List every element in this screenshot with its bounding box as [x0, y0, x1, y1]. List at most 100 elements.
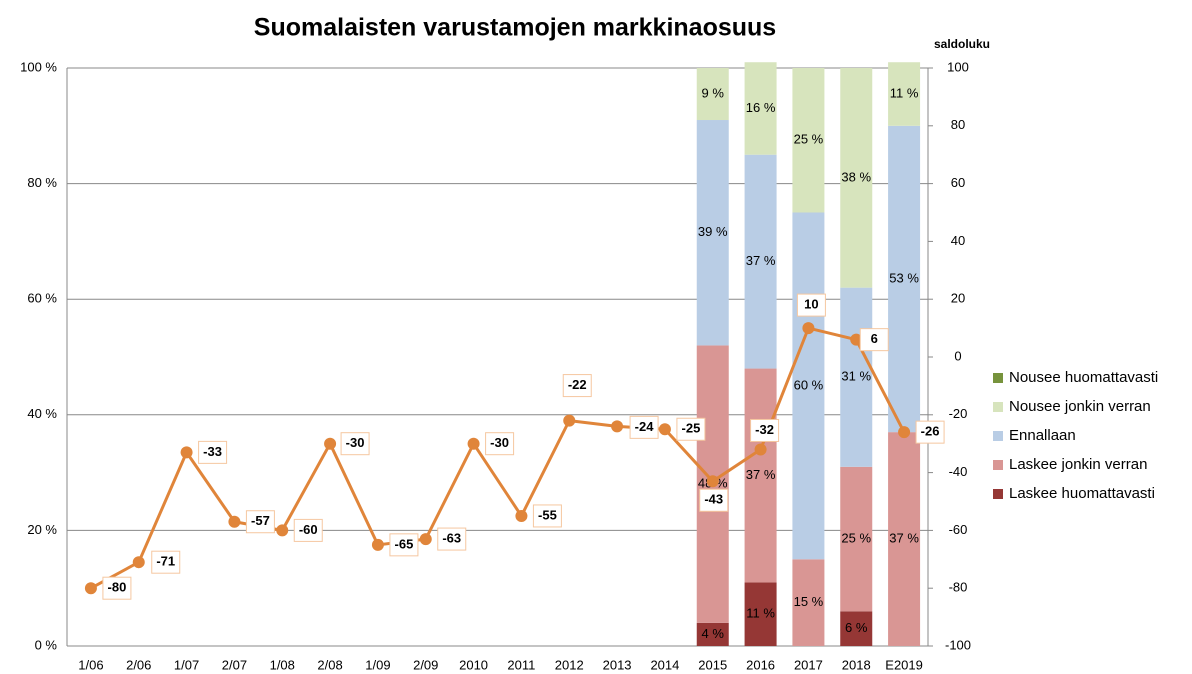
line-value-label: -22 — [568, 377, 587, 392]
bar-value-label: 15 % — [794, 594, 824, 609]
x-tick-label: 1/09 — [365, 657, 390, 672]
y2-tick-label: -40 — [949, 464, 968, 479]
y2-tick-label: 100 — [947, 59, 969, 74]
bar-segment — [888, 125, 921, 433]
y-tick-label: 100 % — [20, 59, 57, 74]
x-tick-label: 2017 — [794, 657, 823, 672]
bar-segment — [840, 611, 873, 646]
line-value-label: -43 — [704, 492, 723, 507]
legend-label: Laskee jonkin verran — [1009, 456, 1147, 473]
bar-value-label: 37 % — [889, 531, 919, 546]
data-label-box — [340, 432, 370, 456]
bar-value-label: 9 % — [702, 85, 725, 100]
line-marker — [84, 582, 97, 595]
y-tick-label: 0 % — [35, 637, 58, 652]
line-marker — [228, 515, 241, 528]
data-label-box — [389, 533, 419, 557]
line-marker — [515, 509, 528, 522]
line-value-label: -71 — [156, 554, 175, 569]
bar-value-label: 4 % — [702, 626, 725, 641]
bar-segment — [696, 120, 729, 346]
legend-swatch — [993, 402, 1003, 412]
x-tick-label: 1/06 — [78, 657, 103, 672]
x-tick-label: 1/07 — [174, 657, 199, 672]
line-value-label: -33 — [203, 444, 222, 459]
bar-segment — [888, 432, 921, 646]
x-tick-label: 2/06 — [126, 657, 151, 672]
x-tick-label: 2018 — [842, 657, 871, 672]
y2-tick-label: -80 — [949, 580, 968, 595]
line-marker — [419, 533, 432, 546]
bar-value-label: 16 % — [746, 100, 776, 115]
bar-value-label: 60 % — [794, 377, 824, 392]
bar-value-label: 11 % — [890, 85, 919, 100]
bar-value-label: 53 % — [889, 270, 919, 285]
bar-value-label: 11 % — [746, 606, 775, 621]
y2-tick-label: 0 — [954, 348, 961, 363]
bar-value-label: 37 % — [746, 467, 776, 482]
legend-swatch — [993, 373, 1003, 383]
bar-segment — [744, 62, 777, 155]
line-marker — [850, 333, 863, 346]
data-label-box — [750, 418, 780, 442]
x-tick-label: 2/09 — [413, 657, 438, 672]
x-tick-label: 2016 — [746, 657, 775, 672]
legend-label: Laskee huomattavasti — [1009, 485, 1155, 502]
bar-segment — [840, 287, 873, 467]
bar-value-label: 6 % — [845, 620, 868, 635]
y2-tick-label: 20 — [951, 291, 965, 306]
bar-segment — [792, 68, 825, 213]
legend-swatch — [993, 489, 1003, 499]
line-marker — [658, 423, 671, 436]
bar-segment — [792, 212, 825, 560]
bar-segment — [744, 368, 777, 583]
x-tick-label: 2010 — [459, 657, 488, 672]
bar-value-label: 37 % — [746, 253, 776, 268]
line-marker — [467, 437, 480, 450]
legend-swatch — [993, 460, 1003, 470]
data-label-box — [151, 550, 181, 574]
line-marker — [276, 524, 289, 537]
line-value-label: -65 — [395, 536, 414, 551]
line-value-label: -63 — [442, 531, 461, 546]
bar-value-label: 25 % — [841, 531, 871, 546]
bar-segment — [696, 68, 729, 121]
x-tick-label: 2015 — [698, 657, 727, 672]
data-label-box — [629, 415, 659, 439]
data-label-box — [102, 576, 132, 600]
bar-segment — [696, 622, 729, 646]
line-value-label: 6 — [871, 331, 878, 346]
data-label-box — [796, 293, 826, 317]
data-label-box — [915, 420, 945, 444]
x-tick-label: 2/08 — [317, 657, 342, 672]
y2-tick-label: 60 — [951, 175, 965, 190]
data-label-box — [859, 328, 889, 352]
line-marker — [754, 443, 767, 456]
legend-swatch — [993, 431, 1003, 441]
line-value-label: -24 — [635, 419, 655, 434]
line-marker — [180, 446, 193, 459]
y2-tick-label: -100 — [945, 637, 971, 652]
line-marker — [611, 420, 624, 433]
line-value-label: -80 — [108, 580, 127, 595]
line-value-label: -57 — [251, 513, 270, 528]
y2-tick-label: -60 — [949, 522, 968, 537]
x-tick-label: 2/07 — [222, 657, 247, 672]
line-value-label: -32 — [755, 422, 774, 437]
y-tick-label: 40 % — [27, 406, 57, 421]
x-tick-label: E2019 — [885, 657, 923, 672]
data-label-box — [485, 432, 515, 456]
data-label-box — [699, 488, 729, 512]
x-tick-label: 2013 — [603, 657, 632, 672]
line-marker — [132, 556, 145, 569]
data-label-box — [245, 510, 275, 534]
data-label-box — [562, 374, 592, 398]
y2-tick-label: 80 — [951, 117, 965, 132]
x-tick-label: 2011 — [507, 657, 535, 672]
bar-value-label: 39 % — [698, 224, 728, 239]
bar-value-label: 31 % — [841, 369, 871, 384]
line-marker — [706, 475, 719, 488]
x-tick-label: 2012 — [555, 657, 584, 672]
line-marker — [324, 437, 337, 450]
